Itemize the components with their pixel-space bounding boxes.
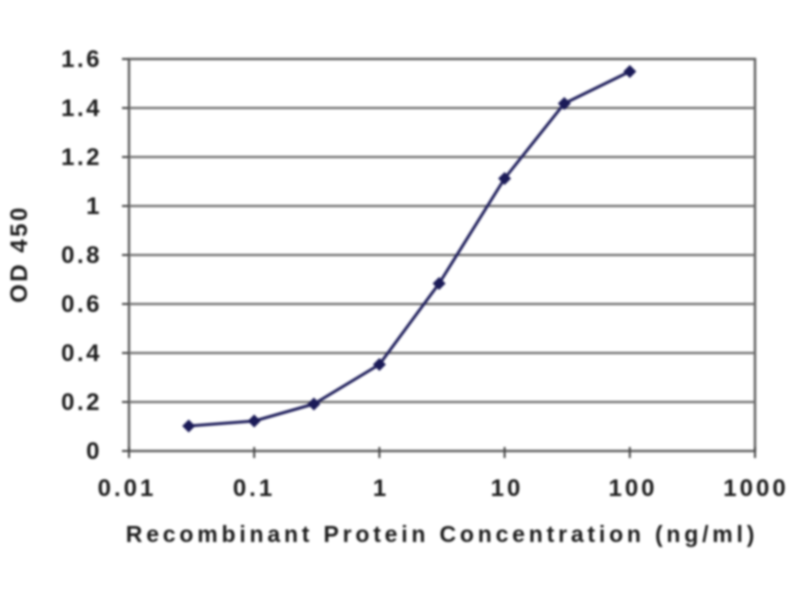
svg-text:0.1: 0.1: [233, 475, 275, 502]
svg-text:1.2: 1.2: [61, 144, 102, 171]
svg-text:OD 450: OD 450: [6, 205, 33, 303]
svg-text:10: 10: [491, 475, 524, 502]
svg-text:0.01: 0.01: [98, 475, 157, 502]
svg-text:1.4: 1.4: [61, 95, 102, 122]
svg-text:1.6: 1.6: [61, 46, 102, 73]
svg-text:1000: 1000: [723, 475, 788, 502]
svg-text:0.8: 0.8: [61, 242, 102, 269]
svg-text:0.6: 0.6: [61, 291, 102, 318]
svg-text:100: 100: [608, 475, 657, 502]
svg-text:0.2: 0.2: [61, 389, 102, 416]
svg-text:1: 1: [373, 475, 389, 502]
svg-text:1: 1: [86, 193, 102, 220]
svg-text:Recombinant Protein Concentrat: Recombinant Protein Concentration (ng/ml…: [126, 521, 758, 547]
svg-text:0.4: 0.4: [61, 340, 102, 367]
svg-text:0: 0: [86, 438, 102, 465]
